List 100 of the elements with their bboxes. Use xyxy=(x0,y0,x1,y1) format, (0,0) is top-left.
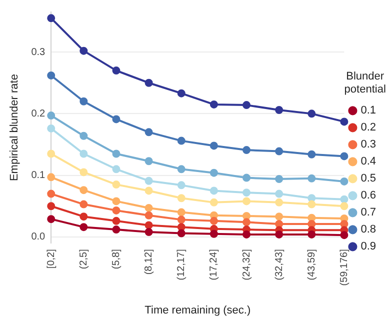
legend-label: 0.2 xyxy=(360,122,376,134)
point xyxy=(308,230,316,238)
point xyxy=(210,142,218,150)
point xyxy=(144,78,153,87)
point xyxy=(340,202,348,210)
point xyxy=(210,168,218,177)
point xyxy=(144,211,153,220)
x-tick-label: (59,176] xyxy=(338,248,350,286)
point xyxy=(112,216,120,225)
y-tick-label: 0.3 xyxy=(31,46,46,58)
point xyxy=(80,150,88,158)
point xyxy=(80,186,88,194)
point xyxy=(210,198,218,206)
point xyxy=(340,177,348,186)
point xyxy=(112,180,120,189)
x-tick-label: (43,59] xyxy=(306,248,318,280)
point xyxy=(242,146,251,154)
point xyxy=(177,89,186,98)
point xyxy=(275,147,284,156)
x-tick-label: [0,2] xyxy=(46,248,57,269)
point xyxy=(144,221,153,230)
point xyxy=(340,195,348,204)
point xyxy=(177,208,186,216)
legend-label: 0.4 xyxy=(360,156,376,168)
point xyxy=(80,97,88,106)
point xyxy=(47,14,56,22)
point xyxy=(112,226,120,234)
point xyxy=(47,215,56,224)
y-tick-label: 0.1 xyxy=(31,170,46,182)
point xyxy=(210,186,218,195)
point xyxy=(177,216,186,224)
point xyxy=(47,71,56,80)
point xyxy=(47,173,56,182)
point xyxy=(308,150,316,158)
point xyxy=(144,176,153,185)
point xyxy=(275,212,284,221)
point xyxy=(275,220,284,228)
point xyxy=(242,230,251,238)
legend-label: 0.9 xyxy=(360,240,376,253)
x-tick-label: (2,5] xyxy=(78,248,90,270)
point xyxy=(47,124,56,132)
point xyxy=(308,110,316,118)
point xyxy=(112,115,120,124)
x-axis-title: Time remaining (sec.) xyxy=(144,304,251,316)
point xyxy=(242,101,251,110)
point xyxy=(308,220,316,228)
point xyxy=(308,214,316,222)
point xyxy=(242,188,251,197)
point xyxy=(210,100,218,108)
point xyxy=(112,206,120,214)
point xyxy=(340,152,348,160)
point xyxy=(242,218,251,226)
point xyxy=(275,230,284,238)
point xyxy=(112,66,120,75)
legend-title: Blunder potential xyxy=(344,70,386,96)
point xyxy=(144,186,153,195)
point xyxy=(112,197,120,206)
point xyxy=(47,150,56,158)
point xyxy=(242,197,251,206)
point xyxy=(80,212,88,221)
point xyxy=(340,220,348,228)
point xyxy=(144,157,153,166)
point xyxy=(210,216,218,225)
point xyxy=(80,168,88,176)
point xyxy=(177,194,186,202)
point xyxy=(47,202,56,210)
point xyxy=(242,212,251,220)
point xyxy=(340,118,348,126)
point xyxy=(340,231,348,240)
y-tick-label: 0.0 xyxy=(31,232,46,243)
legend-label: 0.8 xyxy=(360,224,376,236)
x-tick-label: (17,24] xyxy=(208,248,220,280)
x-tick-label: (32,43] xyxy=(274,248,285,280)
point xyxy=(275,106,284,114)
point xyxy=(80,46,88,55)
x-tick-label: (24,32] xyxy=(241,248,252,280)
point xyxy=(177,181,186,190)
point xyxy=(308,194,316,202)
legend-label: 0.3 xyxy=(360,138,376,151)
point xyxy=(47,112,56,120)
point xyxy=(308,174,316,182)
legend-label: 0.7 xyxy=(360,206,376,219)
point xyxy=(275,198,284,206)
legend-label: 0.5 xyxy=(360,172,376,185)
point xyxy=(177,229,186,238)
point xyxy=(80,223,88,232)
y-axis-title: Empirical blunder rate xyxy=(8,74,21,182)
point xyxy=(112,150,120,158)
point xyxy=(242,174,251,182)
y-tick-label: 0.2 xyxy=(31,108,46,120)
point xyxy=(275,190,284,198)
x-tick-label: (5,8] xyxy=(110,248,122,270)
point xyxy=(308,200,316,208)
point xyxy=(144,228,153,236)
point xyxy=(177,165,186,174)
point xyxy=(177,136,186,145)
point xyxy=(275,175,284,184)
x-tick-label: (8,12] xyxy=(144,248,155,275)
point xyxy=(210,230,218,238)
point xyxy=(47,190,56,198)
